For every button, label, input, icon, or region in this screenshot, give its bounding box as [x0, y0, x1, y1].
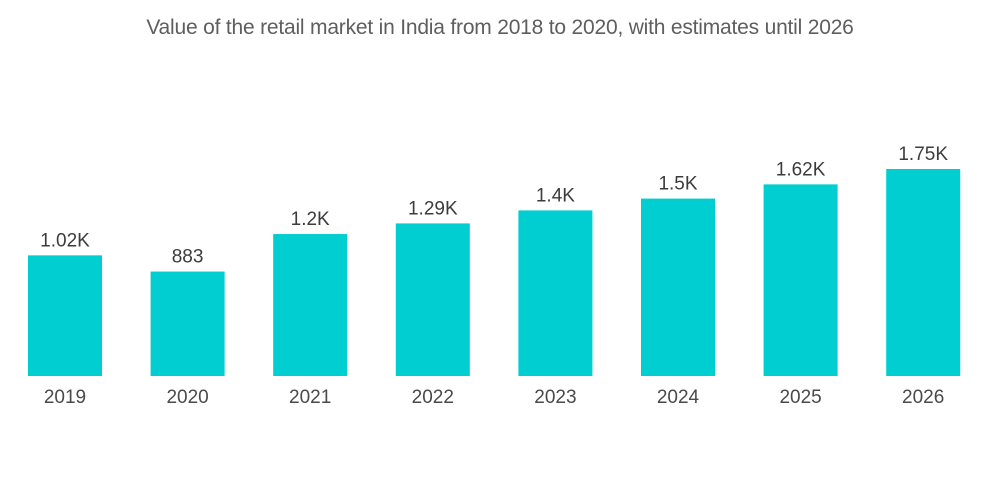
- x-tick-2026: 2026: [902, 387, 944, 408]
- data-label-2023: 1.4K: [536, 185, 575, 206]
- bar-2023: [518, 210, 593, 376]
- bar-2021: [273, 234, 348, 376]
- data-label-2021: 1.2K: [291, 209, 330, 230]
- bar-2019: [28, 255, 102, 376]
- bar-2022: [395, 223, 470, 376]
- bar-2025: [763, 184, 838, 376]
- x-tick-2022: 2022: [412, 387, 454, 408]
- data-label-2020: 883: [172, 247, 204, 268]
- bar-2024: [641, 198, 715, 376]
- data-label-2024: 1.5K: [658, 174, 697, 195]
- x-tick-2020: 2020: [166, 387, 208, 408]
- x-tick-2023: 2023: [534, 387, 576, 408]
- data-label-2019: 1.02K: [40, 230, 90, 251]
- bar-2020: [150, 271, 225, 376]
- x-tick-2024: 2024: [657, 387, 700, 408]
- data-label-2022: 1.29K: [408, 198, 458, 219]
- data-label-2025: 1.62K: [776, 159, 826, 180]
- bar-2026: [886, 169, 961, 376]
- x-tick-2025: 2025: [779, 387, 821, 408]
- data-label-2026: 1.75K: [898, 144, 948, 165]
- chart-title: Value of the retail market in India from…: [146, 16, 854, 39]
- x-tick-2021: 2021: [289, 387, 331, 408]
- x-tick-2019: 2019: [44, 387, 86, 408]
